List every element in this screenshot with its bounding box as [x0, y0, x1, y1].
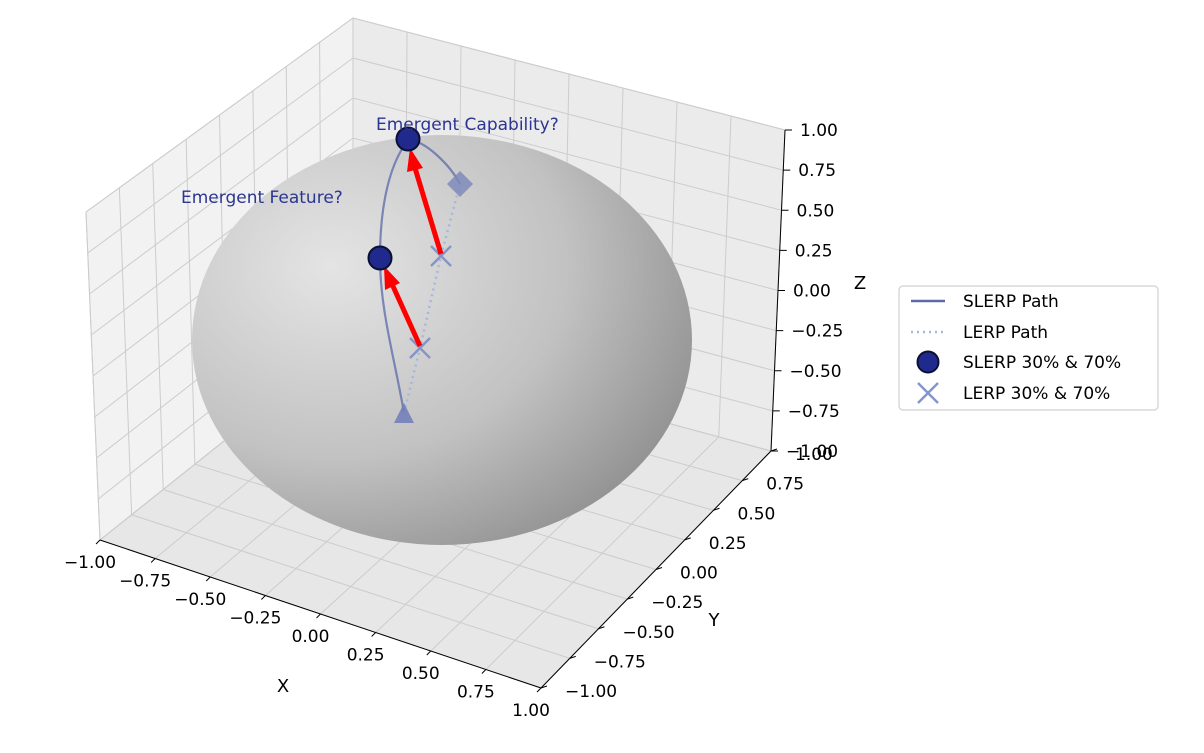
z-tick-label: 1.00: [800, 121, 838, 141]
z-tick-label: 0.25: [795, 241, 833, 261]
z-tick-label: −0.75: [788, 402, 840, 422]
x-tick-mark: [205, 576, 211, 582]
start-triangle-marker: [394, 403, 414, 423]
lerp-path-line: [402, 183, 462, 414]
z-tick-label: −0.50: [790, 362, 842, 382]
x-tick-mark: [371, 632, 376, 637]
legend-lerp-path-label: LERP Path: [963, 323, 1048, 343]
x-tick-label: 0.00: [292, 627, 330, 647]
legend-lerp-marker-label: LERP 30% & 70%: [963, 384, 1110, 404]
x-tick-label: −0.25: [229, 609, 281, 629]
x-tick-label: 1.00: [512, 701, 550, 721]
arrow-lerp-to-slerp-30: [384, 266, 423, 348]
z-tick-label: −0.25: [791, 322, 843, 342]
x-tick-mark: [316, 613, 321, 619]
legend-slerp-marker-swatch: [916, 350, 940, 374]
axis-ticks: −1.00−0.75−0.50−0.250.000.250.500.751.00…: [64, 121, 843, 721]
x-tick-label: −0.75: [119, 572, 171, 592]
x-tick-mark: [536, 687, 542, 693]
x-tick-label: 0.25: [347, 646, 385, 666]
legend-lerp-marker-swatch: [917, 382, 939, 404]
x-tick-mark: [261, 595, 266, 600]
x-tick-mark: [426, 650, 432, 656]
legend-slerp-path-label: SLERP Path: [963, 292, 1059, 312]
x-tick-label: −1.00: [64, 553, 116, 573]
z-axis-label: Z: [854, 273, 866, 294]
slerp-marker-30: [367, 245, 393, 271]
y-axis-line: [540, 450, 772, 689]
end-diamond-marker: [447, 171, 473, 197]
grid-line-x: [485, 436, 720, 670]
y-tick-label: −0.75: [594, 652, 646, 672]
legend-frame: [898, 285, 1159, 411]
grid-line-z: [85, 17, 786, 213]
z-tick-label: 0.50: [797, 201, 835, 221]
grid-line-x-wall: [718, 115, 732, 437]
x-axis-line: [99, 539, 542, 689]
x-tick-label: −0.50: [174, 590, 226, 610]
x-tick-label: 0.75: [457, 683, 495, 703]
lerp-marker-30: [409, 337, 431, 359]
sphere-surface: [192, 135, 692, 545]
slerp-marker-70: [395, 126, 421, 152]
y-tick-label: 0.75: [766, 475, 804, 495]
x-tick-mark: [95, 539, 101, 545]
x-tick-mark: [481, 669, 487, 674]
legend-slerp-marker-label: SLERP 30% & 70%: [963, 353, 1121, 373]
y-tick-label: −0.25: [651, 593, 703, 613]
z-axis-line: [770, 129, 786, 452]
x-tick-label: 0.50: [402, 664, 440, 684]
x-axis-label: X: [277, 676, 289, 697]
annotation-emergent-capability: Emergent Capability?: [376, 115, 559, 135]
slerp-path-line: [378, 138, 461, 414]
y-axis-label: Y: [708, 610, 721, 631]
x-tick-mark: [150, 558, 156, 563]
z-tick-label: 0.75: [798, 161, 836, 181]
y-tick-label: 0.50: [738, 504, 776, 524]
lerp-marker-70: [430, 245, 452, 267]
y-tick-label: 0.00: [680, 564, 718, 584]
annotation-emergent-feature: Emergent Feature?: [181, 188, 343, 208]
z-tick-label: 0.00: [793, 282, 831, 302]
arrow-lerp-to-slerp-70: [407, 148, 444, 255]
y-tick-label: −1.00: [565, 682, 617, 702]
legend: SLERP Path LERP Path SLERP 30% & 70% LER…: [898, 285, 1159, 411]
y-tick-label: 1.00: [795, 445, 833, 465]
y-tick-label: 0.25: [709, 534, 747, 554]
z-tick-label: −1.00: [786, 442, 838, 462]
y-tick-label: −0.50: [623, 623, 675, 643]
